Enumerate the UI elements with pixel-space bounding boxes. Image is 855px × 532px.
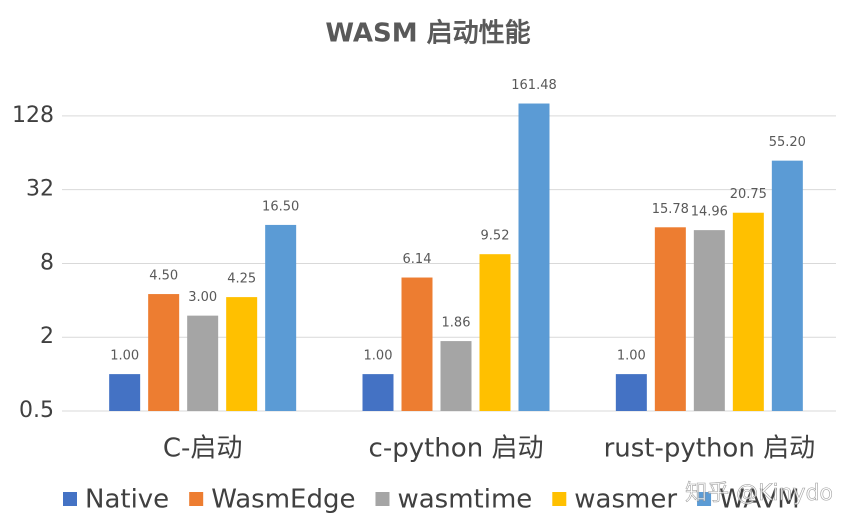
x-tick-label: C-启动 [163, 434, 243, 464]
legend-label: wasmer [574, 485, 677, 515]
bar [479, 254, 511, 411]
value-label: 4.25 [227, 272, 256, 287]
value-label: 1.00 [364, 349, 393, 364]
y-tick-label: 0.5 [19, 398, 54, 423]
y-tick-label: 32 [26, 177, 54, 202]
legend-label: WAVM [719, 485, 800, 515]
bar [440, 341, 472, 411]
legend-label: Native [85, 485, 169, 515]
bar [109, 374, 141, 411]
y-tick-label: 8 [40, 250, 54, 275]
bar [226, 297, 258, 411]
value-label: 3.00 [188, 290, 217, 305]
value-label: 6.14 [403, 252, 432, 267]
bar [362, 374, 394, 411]
value-label: 1.00 [617, 349, 646, 364]
value-label: 9.52 [481, 229, 510, 244]
bar [148, 294, 180, 411]
value-label: 4.50 [149, 269, 178, 284]
legend-swatch [189, 492, 204, 506]
value-label: 1.86 [442, 316, 471, 331]
value-label: 55.20 [769, 135, 806, 150]
watermark: 知乎 @Kinydo [685, 481, 833, 506]
value-label: 161.48 [511, 78, 557, 93]
bar [187, 315, 219, 411]
value-label: 14.96 [691, 205, 728, 220]
bar [615, 374, 647, 411]
bar [401, 277, 433, 411]
bar [771, 160, 803, 411]
bar [265, 224, 297, 411]
bar [518, 103, 550, 411]
y-tick-label: 128 [12, 103, 54, 128]
bar [693, 230, 725, 411]
legend-label: wasmtime [397, 485, 532, 515]
value-label: 15.78 [652, 202, 689, 217]
chart-title: WASM 启动性能 [325, 18, 530, 49]
legend-label: WasmEdge [211, 485, 355, 515]
y-tick-label: 2 [40, 324, 54, 349]
bar [732, 212, 764, 411]
legend-swatch [697, 492, 712, 506]
legend-swatch [375, 492, 390, 506]
value-label: 20.75 [730, 187, 767, 202]
x-tick-label: rust-python 启动 [604, 434, 816, 464]
value-label: 16.50 [262, 199, 299, 214]
value-label: 1.00 [110, 349, 139, 364]
bar [654, 227, 686, 411]
x-tick-label: c-python 启动 [369, 434, 544, 464]
legend-swatch [552, 492, 567, 506]
legend-swatch [63, 492, 77, 506]
